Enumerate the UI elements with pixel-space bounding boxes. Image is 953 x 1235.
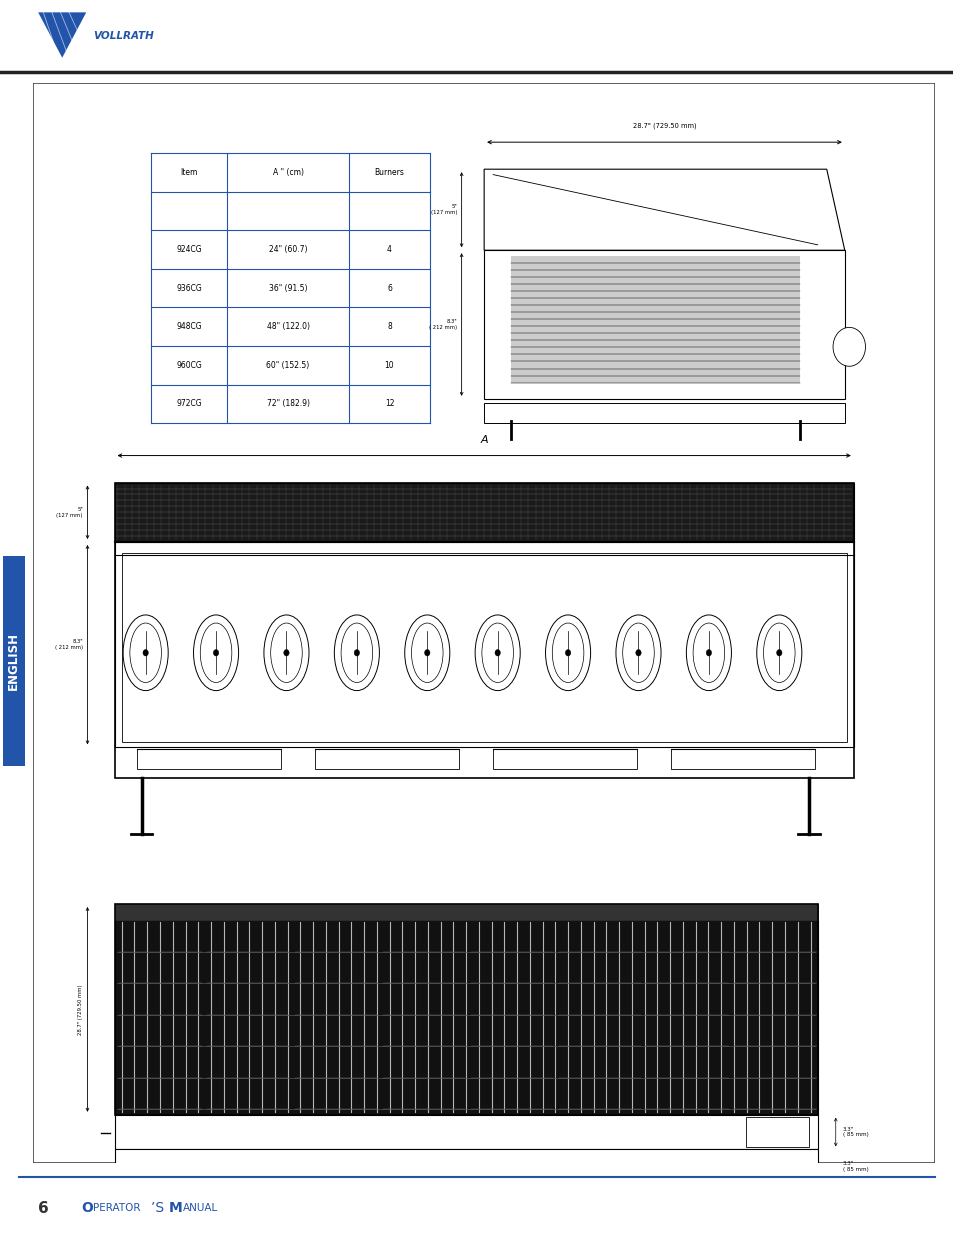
Ellipse shape — [123, 615, 168, 690]
Text: 60" (152.5): 60" (152.5) — [266, 361, 310, 369]
Text: 6: 6 — [38, 1200, 49, 1215]
Bar — [114, 542, 853, 747]
Text: 3.3"
( 85 mm): 3.3" ( 85 mm) — [842, 1126, 868, 1137]
Text: 960CG: 960CG — [176, 361, 202, 369]
Circle shape — [776, 650, 781, 656]
Text: 12: 12 — [384, 399, 394, 409]
Text: 6: 6 — [387, 284, 392, 293]
Ellipse shape — [193, 615, 238, 690]
Text: A: A — [480, 435, 487, 445]
Text: 5"
(127 mm): 5" (127 mm) — [56, 506, 83, 517]
Text: 8.3"
( 212 mm): 8.3" ( 212 mm) — [429, 319, 456, 330]
Circle shape — [565, 650, 570, 656]
Ellipse shape — [130, 622, 161, 683]
Ellipse shape — [622, 622, 654, 683]
Ellipse shape — [552, 622, 583, 683]
Bar — [114, 904, 817, 1115]
Ellipse shape — [334, 615, 379, 690]
Text: 3.3"
( 85 mm): 3.3" ( 85 mm) — [842, 1161, 868, 1172]
Text: Item: Item — [180, 168, 197, 177]
Circle shape — [283, 650, 289, 656]
Text: A " (cm): A " (cm) — [273, 168, 303, 177]
Text: M: M — [169, 1202, 182, 1215]
Bar — [483, 251, 843, 399]
Text: 24" (60.7): 24" (60.7) — [269, 245, 307, 254]
Text: ’S: ’S — [151, 1202, 168, 1215]
Circle shape — [635, 650, 640, 656]
Text: PERATOR: PERATOR — [92, 1203, 140, 1213]
Bar — [114, 920, 817, 1115]
Circle shape — [832, 327, 864, 367]
Bar — [114, 483, 853, 542]
Bar — [114, 1115, 817, 1150]
Circle shape — [143, 650, 149, 656]
Bar — [671, 750, 814, 769]
Text: 72" (182.9): 72" (182.9) — [266, 399, 309, 409]
Text: 924CG: 924CG — [176, 245, 201, 254]
Text: 48" (122.0): 48" (122.0) — [266, 322, 309, 331]
Ellipse shape — [341, 622, 373, 683]
Text: Burners: Burners — [375, 168, 404, 177]
Text: VOLLRATH: VOLLRATH — [93, 31, 153, 41]
Bar — [483, 403, 843, 424]
Bar — [122, 553, 845, 742]
Text: 10: 10 — [384, 361, 394, 369]
Bar — [114, 904, 817, 920]
Ellipse shape — [481, 622, 513, 683]
Text: O: O — [81, 1202, 92, 1215]
Bar — [114, 1150, 817, 1184]
Ellipse shape — [264, 615, 309, 690]
Text: 28.7" (729.50 mm): 28.7" (729.50 mm) — [632, 122, 696, 130]
Ellipse shape — [411, 622, 442, 683]
Circle shape — [495, 650, 500, 656]
Ellipse shape — [616, 615, 660, 690]
Text: 28.7" (729.50 mm): 28.7" (729.50 mm) — [78, 984, 83, 1035]
Ellipse shape — [475, 615, 519, 690]
Circle shape — [424, 650, 430, 656]
Text: 5"
(127 mm): 5" (127 mm) — [430, 204, 456, 215]
Polygon shape — [483, 169, 843, 251]
Ellipse shape — [271, 622, 302, 683]
Ellipse shape — [685, 615, 731, 690]
Text: ANUAL: ANUAL — [183, 1203, 218, 1213]
Ellipse shape — [545, 615, 590, 690]
Ellipse shape — [756, 615, 801, 690]
Text: ENGLISH: ENGLISH — [7, 632, 20, 689]
Ellipse shape — [762, 622, 794, 683]
Text: 8.3"
( 212 mm): 8.3" ( 212 mm) — [54, 640, 83, 650]
Polygon shape — [38, 12, 86, 58]
Text: 972CG: 972CG — [176, 399, 201, 409]
Bar — [314, 750, 458, 769]
Bar — [137, 750, 280, 769]
Bar — [511, 256, 799, 383]
Circle shape — [354, 650, 359, 656]
Text: 36" (91.5): 36" (91.5) — [269, 284, 307, 293]
Bar — [114, 483, 853, 778]
Ellipse shape — [200, 622, 232, 683]
Text: 4: 4 — [387, 245, 392, 254]
Bar — [493, 750, 636, 769]
Text: 948CG: 948CG — [176, 322, 201, 331]
Bar — [745, 1116, 808, 1147]
Bar — [3, 556, 26, 766]
Circle shape — [705, 650, 711, 656]
Text: 8: 8 — [387, 322, 392, 331]
Circle shape — [213, 650, 218, 656]
Ellipse shape — [693, 622, 724, 683]
Ellipse shape — [404, 615, 449, 690]
Text: 936CG: 936CG — [176, 284, 202, 293]
